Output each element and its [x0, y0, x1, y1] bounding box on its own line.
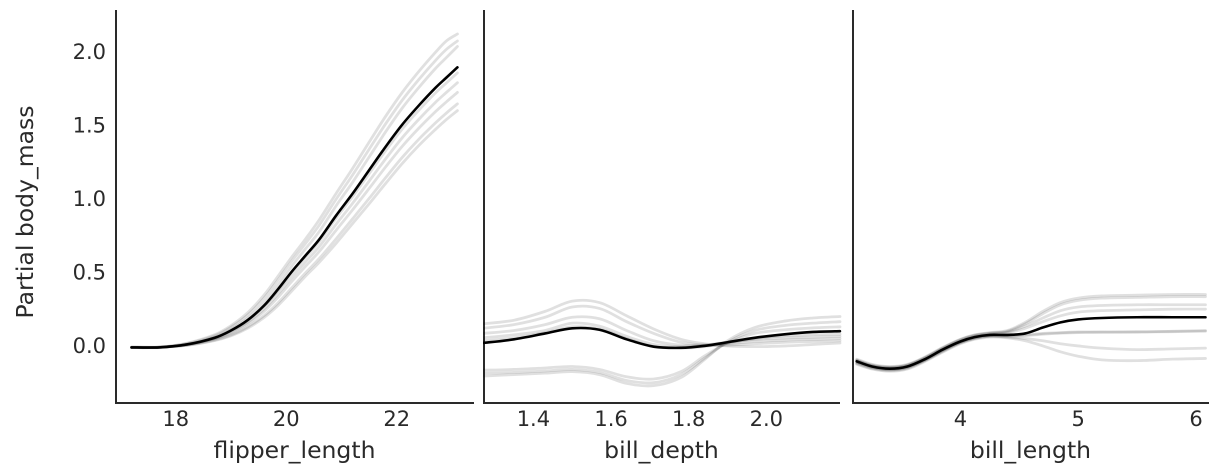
- x-tick-label: 2.0: [750, 407, 783, 431]
- y-axis-label: Partial body_mass: [11, 106, 39, 319]
- ice-curve: [130, 39, 459, 350]
- panel-flipper_length: 18 20 22 flipper_length 0.0 0.5 1.0 1.5 2.0: [73, 10, 474, 464]
- ice-curve: [483, 315, 842, 388]
- x-axis-label: bill_depth: [604, 436, 719, 464]
- x-tick-label: 22: [383, 407, 410, 431]
- ice-curve: [855, 303, 1207, 369]
- y-tick-label: 1.0: [73, 187, 106, 211]
- x-axis-label: bill_length: [970, 436, 1091, 464]
- pdp-mean-curve: [130, 66, 459, 349]
- x-tick-label: 1.8: [672, 407, 705, 431]
- pdp-mean-curve: [855, 315, 1207, 371]
- x-tick-label: 6: [1189, 407, 1202, 431]
- x-tick-label: 1.6: [594, 407, 627, 431]
- x-tick-label: 18: [162, 407, 189, 431]
- ice-curve: [483, 315, 842, 347]
- y-tick-label: 1.5: [73, 114, 106, 138]
- ice-curve: [483, 321, 842, 349]
- ice-curve: [130, 32, 459, 350]
- ice-curve: [855, 293, 1207, 368]
- x-tick-label: 4: [954, 407, 967, 431]
- ice-curve: [483, 298, 842, 349]
- ice-curve: [130, 71, 459, 349]
- ice-curve: [483, 304, 842, 347]
- pdp-mean-curve: [483, 326, 842, 350]
- panel-bill_depth: 1.4 1.6 1.8 2.0 bill_depth: [483, 10, 842, 464]
- x-axis-label: flipper_length: [214, 436, 376, 464]
- panel-bill_length: 4 5 6 bill_length: [852, 10, 1209, 464]
- y-tick-label: 0.5: [73, 261, 106, 285]
- ice-curve: [855, 335, 1207, 373]
- y-tick-label: 0.0: [73, 334, 106, 358]
- curves-flipper_length: [130, 32, 459, 350]
- ice-curve: [855, 334, 1207, 372]
- ice-curve: [483, 320, 842, 385]
- curves-bill_depth: [483, 298, 842, 388]
- y-tick-label: 2.0: [73, 40, 106, 64]
- ice-curve: [483, 325, 842, 381]
- ice-curve: [855, 295, 1207, 369]
- curves-bill_length: [855, 293, 1207, 373]
- x-tick-label: 20: [273, 407, 300, 431]
- ice-curve: [130, 102, 459, 349]
- x-tick-label: 1.4: [517, 407, 550, 431]
- ice-curve: [130, 109, 459, 349]
- x-tick-label: 5: [1072, 407, 1085, 431]
- ice-curve: [130, 91, 459, 349]
